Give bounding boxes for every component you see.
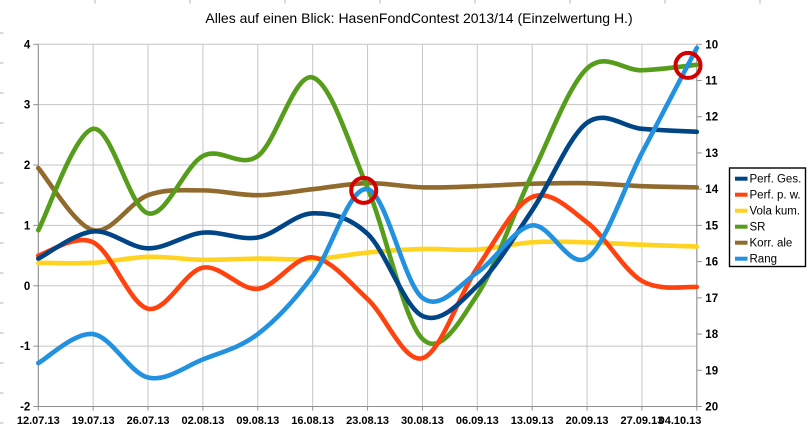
svg-text:06.09.13: 06.09.13 bbox=[456, 415, 499, 427]
svg-text:3: 3 bbox=[24, 100, 30, 112]
svg-text:27.09.13: 27.09.13 bbox=[621, 415, 664, 427]
legend-item-perf-ges[interactable]: Perf. Ges. bbox=[735, 174, 801, 186]
svg-text:20.09.13: 20.09.13 bbox=[566, 415, 609, 427]
series-vola-kum bbox=[36, 239, 700, 266]
svg-text:17: 17 bbox=[705, 293, 718, 305]
series-sr bbox=[36, 59, 700, 347]
series-rang bbox=[36, 45, 700, 381]
chart-title: Alles auf einen Blick: HasenFondContest … bbox=[205, 10, 633, 26]
series-perf-p-w bbox=[36, 193, 700, 361]
svg-text:12: 12 bbox=[705, 112, 718, 124]
legend-item-perf-p-w[interactable]: Perf. p. w. bbox=[735, 190, 801, 202]
svg-text:16.08.13: 16.08.13 bbox=[291, 415, 334, 427]
svg-text:23.08.13: 23.08.13 bbox=[346, 415, 389, 427]
gridlines bbox=[37, 43, 698, 407]
legend-label: SR bbox=[750, 222, 766, 234]
legend-item-rang[interactable]: Rang bbox=[735, 254, 777, 266]
svg-text:-2: -2 bbox=[20, 402, 30, 414]
svg-text:19.07.13: 19.07.13 bbox=[72, 415, 115, 427]
legend[interactable]: Perf. Ges. Perf. p. w. Vola kum. SR Korr. al… bbox=[728, 167, 807, 268]
svg-text:20: 20 bbox=[705, 402, 718, 414]
svg-text:16: 16 bbox=[705, 257, 718, 269]
svg-text:18: 18 bbox=[705, 329, 718, 341]
svg-text:19: 19 bbox=[705, 365, 718, 377]
y-axis-left-labels: 4 3 2 1 0 -1 -2 bbox=[20, 39, 31, 413]
svg-text:1: 1 bbox=[24, 220, 31, 232]
svg-text:04.10.13: 04.10.13 bbox=[659, 415, 702, 427]
svg-text:13.09.13: 13.09.13 bbox=[511, 415, 554, 427]
svg-text:10: 10 bbox=[705, 39, 718, 51]
legend-label: Korr. ale bbox=[750, 238, 793, 250]
svg-text:11: 11 bbox=[705, 76, 718, 88]
svg-text:26.07.13: 26.07.13 bbox=[127, 415, 170, 427]
svg-text:2: 2 bbox=[24, 160, 30, 172]
svg-text:30.08.13: 30.08.13 bbox=[401, 415, 444, 427]
legend-label: Rang bbox=[750, 254, 778, 266]
svg-text:13: 13 bbox=[705, 148, 718, 160]
svg-text:0: 0 bbox=[24, 281, 30, 293]
legend-item-sr[interactable]: SR bbox=[735, 222, 765, 234]
svg-text:02.08.13: 02.08.13 bbox=[182, 415, 225, 427]
annotation-circle bbox=[349, 175, 379, 205]
sheet-grid-marks bbox=[0, 0, 761, 424]
legend-item-korr-ale[interactable]: Korr. ale bbox=[735, 238, 792, 250]
legend-item-vola-kum[interactable]: Vola kum. bbox=[735, 206, 800, 218]
axes bbox=[33, 43, 702, 411]
svg-text:12.07.13: 12.07.13 bbox=[17, 415, 60, 427]
series-perf-ges bbox=[36, 115, 700, 321]
legend-label: Perf. Ges. bbox=[750, 174, 802, 186]
annotation-circle bbox=[673, 50, 703, 80]
x-axis-labels: 12.07.13 19.07.13 26.07.13 02.08.13 09.08.13… bbox=[17, 415, 702, 427]
svg-text:4: 4 bbox=[24, 39, 31, 51]
legend-label: Perf. p. w. bbox=[750, 190, 801, 202]
svg-text:09.08.13: 09.08.13 bbox=[236, 415, 279, 427]
svg-text:-1: -1 bbox=[20, 341, 31, 353]
svg-text:14: 14 bbox=[705, 184, 718, 196]
legend-label: Vola kum. bbox=[750, 206, 801, 218]
svg-text:15: 15 bbox=[705, 220, 718, 232]
y-axis-right-labels: 10 11 12 13 14 15 16 17 18 19 20 bbox=[705, 39, 718, 413]
